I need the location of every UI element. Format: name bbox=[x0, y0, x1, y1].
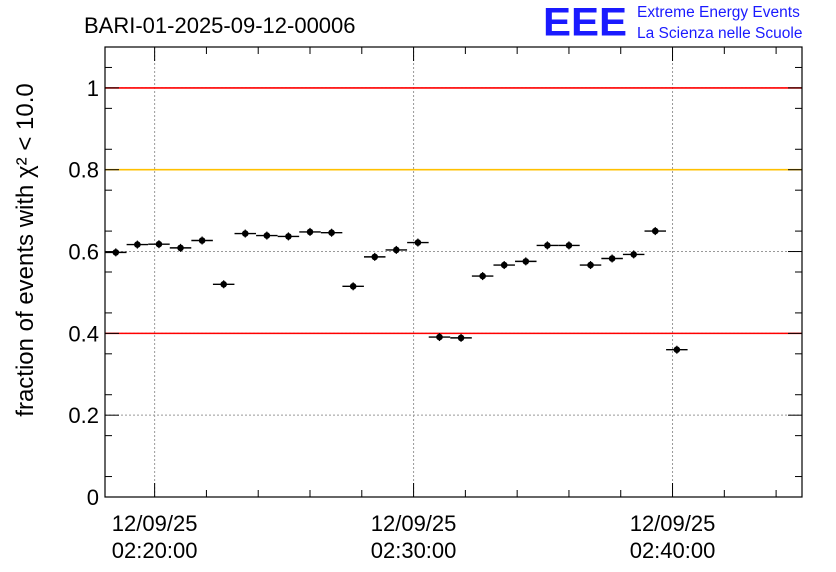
data-point bbox=[155, 240, 163, 248]
plot-frame bbox=[104, 46, 803, 498]
data-point bbox=[565, 242, 573, 249]
data-point bbox=[673, 346, 681, 354]
eee-logo: EEE Extreme Energy Events La Scienza nel… bbox=[543, 0, 828, 46]
data-point bbox=[436, 333, 443, 341]
y-tick-label: 0.6 bbox=[68, 240, 99, 265]
data-point bbox=[651, 227, 659, 235]
data-point bbox=[587, 261, 594, 269]
data-point bbox=[220, 280, 227, 288]
data-point bbox=[328, 229, 335, 237]
data-point bbox=[457, 334, 465, 342]
chart-title: BARI-01-2025-09-12-00006 bbox=[84, 13, 356, 38]
x-tick-date-label: 12/09/25 bbox=[371, 511, 457, 536]
data-point bbox=[241, 230, 249, 237]
axis-ticks bbox=[105, 47, 802, 498]
data-points bbox=[105, 227, 688, 354]
data-point bbox=[479, 272, 486, 280]
data-point bbox=[112, 249, 120, 256]
data-point bbox=[500, 261, 508, 269]
y-tick-labels: 0 0.2 0.4 0.6 0.8 1 bbox=[68, 76, 99, 510]
x-tick-date-label: 12/09/25 bbox=[630, 511, 716, 536]
y-axis-label: fraction of events with χ² < 10.0 bbox=[12, 83, 39, 416]
data-point bbox=[630, 251, 637, 258]
data-point bbox=[522, 258, 530, 265]
y-tick-label: 1 bbox=[87, 76, 99, 101]
logo-text-line2: La Scienza nelle Scuole bbox=[637, 25, 803, 42]
x-tick-labels: 12/09/2502:20:0012/09/2502:30:0012/09/25… bbox=[112, 511, 716, 563]
data-point bbox=[285, 233, 292, 240]
data-point bbox=[198, 237, 206, 244]
data-point bbox=[393, 246, 400, 254]
x-tick-date-label: 12/09/25 bbox=[112, 511, 198, 536]
logo-text-line1: Extreme Energy Events bbox=[637, 4, 800, 21]
data-point bbox=[177, 244, 184, 252]
y-tick-label: 0.8 bbox=[68, 158, 99, 183]
y-tick-label: 0.2 bbox=[68, 403, 99, 428]
data-point bbox=[306, 228, 314, 236]
y-tick-label: 0.4 bbox=[68, 321, 99, 346]
x-tick-time-label: 02:20:00 bbox=[112, 538, 198, 563]
reference-lines bbox=[105, 87, 802, 335]
grid-layer bbox=[105, 47, 802, 497]
data-point bbox=[414, 239, 422, 246]
x-tick-time-label: 02:40:00 bbox=[630, 538, 716, 563]
data-point bbox=[349, 283, 357, 290]
data-point bbox=[134, 241, 141, 248]
x-tick-time-label: 02:30:00 bbox=[371, 538, 457, 563]
data-point bbox=[371, 253, 379, 261]
data-point bbox=[608, 255, 616, 262]
data-point bbox=[544, 242, 551, 249]
data-point bbox=[263, 232, 271, 239]
eee-logo-mark: EEE bbox=[543, 0, 628, 44]
y-tick-label: 0 bbox=[87, 485, 99, 510]
